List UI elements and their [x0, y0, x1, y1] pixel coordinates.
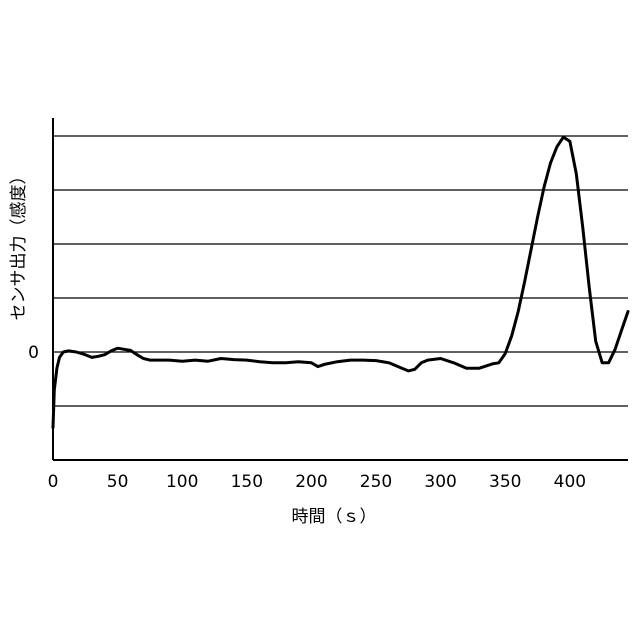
x-tick-label: 150: [231, 472, 263, 492]
x-tick-labels: 0 50 100 150 200 250 300 350 400: [48, 472, 586, 492]
x-tick-label: 50: [107, 472, 129, 492]
x-axis-title: 時間（ｓ）: [292, 507, 377, 527]
x-tick-label: 350: [489, 472, 521, 492]
x-tick-label: 400: [554, 472, 586, 492]
x-tick-label: 0: [48, 472, 59, 492]
x-tick-label: 250: [360, 472, 392, 492]
y-axis-title: センサ出力（感度）: [9, 168, 29, 321]
y-tick-labels: 0: [28, 343, 39, 363]
sensor-output-line: [53, 137, 628, 428]
x-tick-label: 200: [295, 472, 327, 492]
x-tick-label: 100: [166, 472, 198, 492]
x-tick-label: 300: [424, 472, 456, 492]
gridlines: [53, 136, 628, 406]
axes: [53, 118, 628, 460]
y-tick-label: 0: [28, 343, 39, 363]
